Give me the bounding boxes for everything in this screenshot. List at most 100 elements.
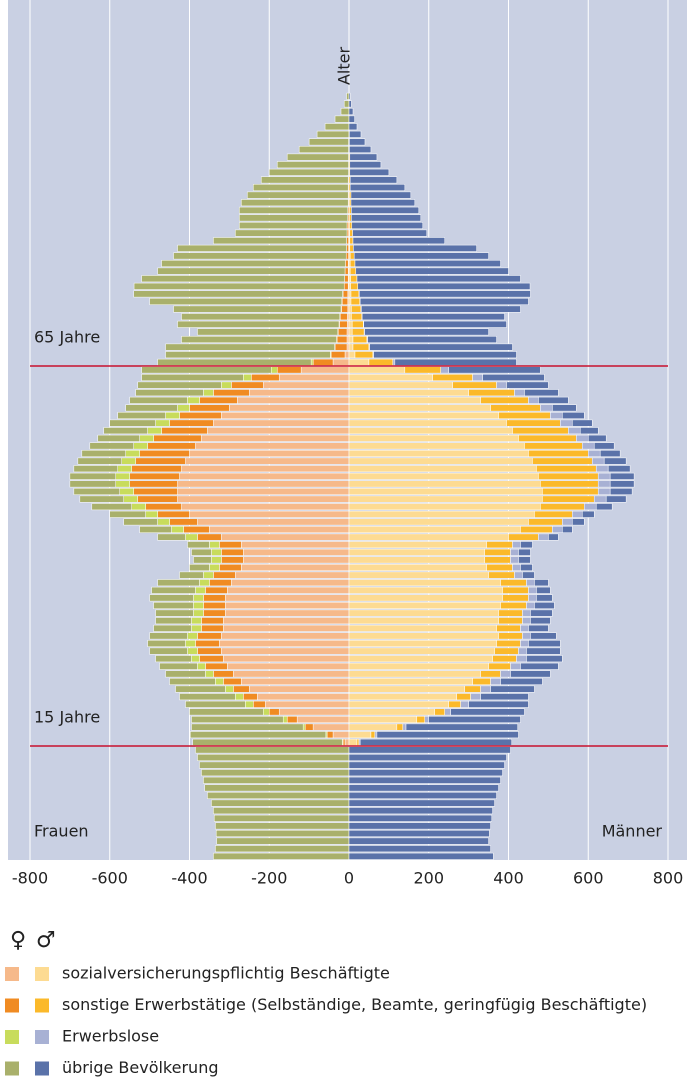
male-bar-segment	[518, 435, 576, 441]
male-bar-segment	[449, 367, 541, 373]
male-bar-segment	[349, 838, 489, 844]
male-bar-segment	[357, 739, 359, 745]
female-bar-segment	[70, 481, 116, 487]
female-bar-segment	[347, 238, 349, 244]
female-bar-segment	[199, 397, 237, 403]
female-bar-segment	[263, 382, 349, 388]
female-bar-segment	[223, 678, 241, 684]
female-bar-segment	[110, 511, 146, 517]
female-bar-segment	[237, 397, 349, 403]
female-bar-segment	[199, 580, 209, 586]
male-bar-segment	[471, 694, 481, 700]
female-bar-segment	[178, 405, 190, 411]
female-bar-segment	[132, 504, 146, 510]
female-bar-segment	[178, 245, 347, 251]
female-bar-segment	[190, 564, 210, 570]
female-bar-segment	[174, 306, 341, 312]
male-bar-segment	[481, 686, 491, 692]
female-bar-segment	[132, 466, 182, 472]
female-bar-segment	[146, 511, 158, 517]
legend-label: sonstige Erwerbstätige (Selbständige, Be…	[62, 995, 647, 1014]
female-bar-segment	[333, 359, 349, 365]
male-bar-segment	[349, 488, 542, 494]
female-bar-segment	[188, 633, 198, 639]
female-bar-segment	[207, 792, 349, 798]
male-bar-segment	[445, 709, 451, 715]
male-bar-segment	[473, 374, 483, 380]
male-bar-segment	[514, 390, 524, 396]
male-bar-segment	[528, 640, 560, 646]
male-bar-segment	[349, 815, 492, 821]
female-bar-segment	[347, 245, 349, 251]
male-bar-segment	[350, 230, 353, 236]
female-bar-segment	[235, 694, 243, 700]
female-bar-segment	[249, 686, 349, 692]
female-bar-segment	[116, 481, 130, 487]
male-bar-segment	[580, 428, 598, 434]
male-bar-segment	[349, 709, 435, 715]
female-bar-segment	[229, 405, 349, 411]
male-bar-segment	[349, 116, 355, 122]
female-bar-segment	[241, 542, 349, 548]
male-bar-segment	[495, 648, 519, 654]
male-bar-segment	[582, 443, 594, 449]
female-bar-segment	[118, 412, 166, 418]
male-bar-segment	[469, 701, 529, 707]
male-bar-segment	[349, 443, 524, 449]
female-bar-segment	[225, 602, 349, 608]
male-bar-segment	[469, 390, 515, 396]
male-bar-segment	[349, 139, 365, 145]
female-bar-segment	[138, 496, 178, 502]
male-bar-segment	[349, 336, 353, 342]
female-bar-segment	[217, 838, 349, 844]
male-bar-segment	[355, 352, 373, 358]
male-bar-segment	[349, 352, 355, 358]
male-bar-segment	[349, 671, 481, 677]
female-bar-segment	[150, 595, 194, 601]
female-bar-segment	[339, 321, 347, 327]
male-bar-segment	[349, 298, 351, 304]
male-bar-segment	[349, 770, 503, 776]
female-bar-segment	[335, 344, 347, 350]
male-bar-segment	[357, 276, 520, 282]
male-bar-segment	[550, 412, 562, 418]
male-bar-segment	[349, 678, 473, 684]
reference-label: 65 Jahre	[34, 328, 100, 347]
male-bar-segment	[449, 701, 461, 707]
female-bar-segment	[344, 101, 349, 107]
male-bar-segment	[598, 488, 610, 494]
female-bar-segment	[340, 314, 347, 320]
female-bar-segment	[190, 511, 350, 517]
female-bar-segment	[126, 450, 140, 456]
male-bar-segment	[465, 686, 481, 692]
male-bar-segment	[481, 694, 529, 700]
female-bar-segment	[170, 519, 198, 525]
female-bar-segment	[225, 610, 349, 616]
female-bar-segment	[209, 580, 231, 586]
female-bar-segment	[190, 405, 230, 411]
male-bar-segment	[518, 648, 526, 654]
female-bar-segment	[178, 321, 339, 327]
male-bar-segment	[520, 526, 552, 532]
female-bar-segment	[347, 329, 349, 335]
male-bar-segment	[349, 549, 485, 555]
female-bar-segment	[203, 610, 225, 616]
male-bar-segment	[353, 245, 476, 251]
female-bar-segment	[130, 481, 178, 487]
male-bar-segment	[483, 374, 545, 380]
female-bar-segment	[335, 116, 349, 122]
female-bar-segment	[277, 367, 301, 373]
female-bar-segment	[174, 253, 347, 259]
female-bar-segment	[239, 207, 347, 213]
male-bar-segment	[576, 435, 588, 441]
male-bar-segment	[349, 792, 497, 798]
male-bar-segment	[518, 549, 530, 555]
female-bar-segment	[239, 215, 347, 221]
female-bar-segment	[213, 238, 346, 244]
male-bar-segment	[393, 359, 395, 365]
female-bar-segment	[98, 435, 140, 441]
legend-swatch-male	[35, 1062, 49, 1076]
male-bar-segment	[350, 177, 397, 183]
male-bar-segment	[501, 602, 527, 608]
female-bar-segment	[172, 526, 184, 532]
